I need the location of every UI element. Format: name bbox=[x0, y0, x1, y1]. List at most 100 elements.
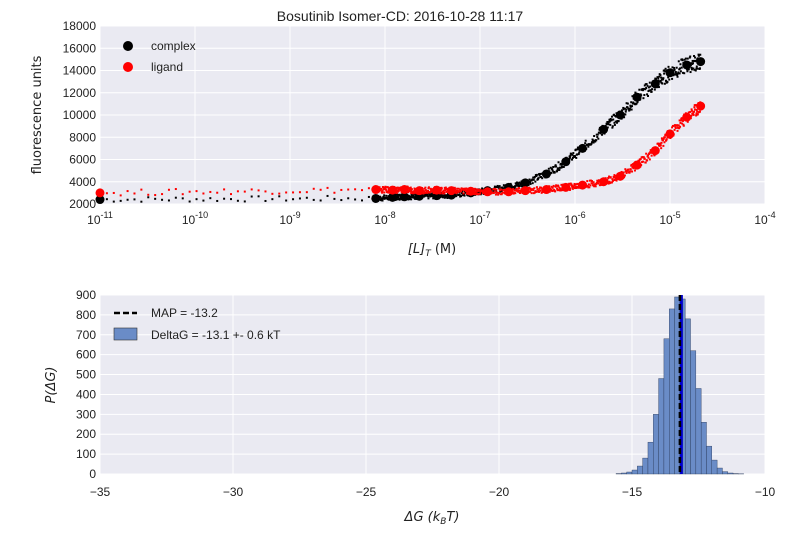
series-complex-noise-dot bbox=[105, 198, 108, 201]
series-ligand-noise-dot bbox=[586, 185, 589, 188]
series-complex-noise-dot bbox=[660, 78, 663, 81]
series-complex-noise-dot bbox=[644, 88, 647, 91]
series-ligand-noise-dot bbox=[243, 190, 246, 193]
series-complex-noise-dot bbox=[662, 78, 665, 81]
histogram-bar bbox=[716, 467, 723, 475]
series-ligand-noise-dot bbox=[571, 185, 574, 188]
series-ligand-noise-dot bbox=[573, 184, 576, 187]
series-complex-noise-dot bbox=[646, 94, 649, 97]
series-ligand-noise-dot bbox=[444, 189, 447, 192]
series-ligand-noise-dot bbox=[481, 192, 484, 195]
series-ligand-noise-dot bbox=[681, 119, 684, 122]
series-ligand-noise-dot bbox=[539, 189, 542, 192]
series-complex-noise-dot bbox=[411, 196, 414, 199]
series-ligand-noise-dot bbox=[223, 188, 226, 191]
series-ligand-noise-dot bbox=[627, 168, 630, 171]
top-y-tick-label: 8000 bbox=[69, 130, 96, 144]
series-complex-noise-dot bbox=[174, 196, 177, 199]
bottom-x-tick-label: −30 bbox=[223, 485, 244, 499]
series-complex-noise-dot bbox=[347, 197, 350, 200]
legend-label-ligand: ligand bbox=[151, 60, 183, 74]
series-complex-noise-dot bbox=[571, 158, 574, 161]
series-ligand-noise-dot bbox=[696, 113, 699, 116]
series-complex-noise-dot bbox=[496, 185, 499, 188]
series-complex-noise-dot bbox=[531, 182, 534, 185]
series-complex-noise-dot bbox=[520, 185, 523, 188]
series-ligand-noise-dot bbox=[409, 189, 412, 192]
series-ligand-noise-dot bbox=[570, 183, 573, 186]
series-ligand-noise-dot bbox=[593, 183, 596, 186]
series-complex-noise-dot bbox=[126, 198, 129, 201]
series-complex-noise-dot bbox=[593, 135, 596, 138]
series-ligand-noise-dot bbox=[590, 182, 593, 185]
series-complex-noise-dot bbox=[461, 190, 464, 193]
series-ligand-noise-dot bbox=[608, 180, 611, 183]
series-ligand-noise-dot bbox=[456, 190, 459, 193]
series-complex-noise-dot bbox=[398, 193, 401, 196]
series-ligand-noise-dot bbox=[441, 192, 444, 195]
series-ligand-noise-dot bbox=[517, 190, 520, 193]
series-ligand-noise-dot bbox=[690, 114, 693, 117]
series-complex-noise-dot bbox=[572, 152, 575, 155]
series-complex-noise-dot bbox=[243, 200, 246, 203]
series-complex-noise-dot bbox=[656, 76, 659, 79]
series-ligand-noise-dot bbox=[382, 186, 385, 189]
series-complex-noise-dot bbox=[161, 198, 164, 201]
series-complex-noise-dot bbox=[559, 162, 562, 165]
bottom-x-ticks: −35 −30 −25 −20 −15 −10 bbox=[90, 485, 776, 499]
series-ligand-noise-dot bbox=[681, 122, 684, 125]
series-complex-noise-dot bbox=[167, 199, 170, 202]
bottom-y-tick-label: 400 bbox=[76, 387, 96, 401]
series-complex-noise-dot bbox=[558, 168, 561, 171]
series-complex-noise-dot bbox=[556, 168, 559, 171]
series-ligand-noise-dot bbox=[474, 193, 477, 196]
series-ligand-noise-dot bbox=[425, 190, 428, 193]
series-ligand-noise-dot bbox=[126, 190, 129, 193]
series-ligand-noise-dot bbox=[476, 190, 479, 193]
series-ligand-noise-dot bbox=[659, 142, 662, 145]
top-y-tick-label: 12000 bbox=[63, 86, 97, 100]
series-ligand-noise-dot bbox=[312, 187, 315, 190]
series-ligand-noise-dot bbox=[478, 189, 481, 192]
series-complex-noise-dot bbox=[607, 123, 610, 126]
series-complex-noise-dot bbox=[592, 139, 595, 142]
series-complex-noise-dot bbox=[411, 194, 414, 197]
series-complex-noise-dot bbox=[675, 66, 678, 69]
series-ligand-noise-dot bbox=[347, 188, 350, 191]
series-ligand-noise-dot bbox=[326, 186, 329, 189]
series-complex-noise-dot bbox=[414, 193, 417, 196]
data-point-complex bbox=[682, 60, 692, 70]
series-complex-noise-dot bbox=[515, 184, 518, 187]
bottom-x-axis-label: ΔG (kBT) bbox=[404, 510, 460, 527]
series-complex-noise-dot bbox=[477, 191, 480, 194]
series-ligand-noise-dot bbox=[154, 194, 157, 197]
series-complex-noise-dot bbox=[622, 108, 625, 111]
series-complex-noise-dot bbox=[606, 120, 609, 123]
series-complex-noise-dot bbox=[676, 75, 679, 78]
series-ligand-noise-dot bbox=[650, 154, 653, 157]
series-ligand-noise-dot bbox=[594, 185, 597, 188]
series-ligand-noise-dot bbox=[516, 189, 519, 192]
series-complex-noise-dot bbox=[538, 173, 541, 176]
series-complex-noise-dot bbox=[381, 197, 384, 200]
series-complex-noise-dot bbox=[629, 104, 632, 107]
series-complex-noise-dot bbox=[625, 102, 628, 105]
data-point-complex bbox=[599, 124, 609, 134]
series-complex-noise-dot bbox=[625, 108, 628, 111]
series-complex-noise-dot bbox=[549, 166, 552, 169]
series-ligand-noise-dot bbox=[624, 168, 627, 171]
series-complex-noise-dot bbox=[676, 72, 679, 75]
series-complex-noise-dot bbox=[441, 195, 444, 198]
histogram-bar bbox=[706, 445, 712, 475]
data-point-complex bbox=[520, 178, 530, 188]
series-complex-noise-dot bbox=[446, 196, 449, 199]
series-complex-noise-dot bbox=[264, 199, 267, 202]
series-complex-noise-dot bbox=[608, 120, 611, 123]
series-ligand-noise-dot bbox=[455, 192, 458, 195]
series-ligand-noise-dot bbox=[502, 191, 505, 194]
top-x-tick-label: 10-9 bbox=[279, 210, 300, 227]
series-complex-noise-dot bbox=[577, 153, 580, 156]
series-complex-noise-dot bbox=[627, 107, 630, 110]
series-ligand-noise-dot bbox=[477, 193, 480, 196]
series-ligand-noise-dot bbox=[456, 187, 459, 190]
